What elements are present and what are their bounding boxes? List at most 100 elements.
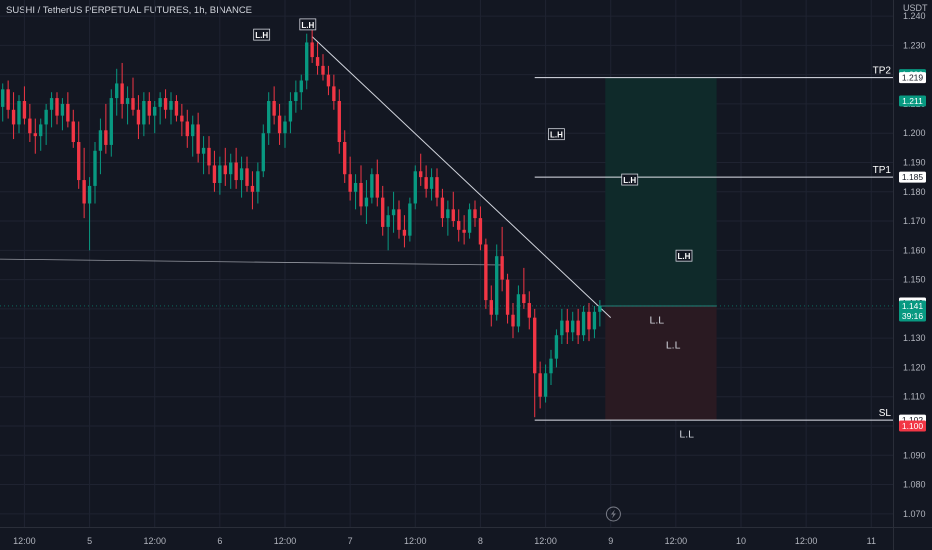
candle-body	[180, 115, 184, 122]
candle-body	[337, 101, 341, 142]
lower-high-label: L.H	[623, 176, 636, 185]
candle-body	[364, 197, 369, 207]
candle-body	[505, 279, 510, 315]
lower-high-label: L.H	[678, 252, 691, 261]
price-tick-label: 1.130	[903, 333, 926, 343]
candle-body	[131, 98, 135, 110]
level-label-tp1: TP1	[873, 165, 892, 176]
candle-body	[77, 141, 81, 181]
candle-body	[592, 311, 597, 330]
lower-high-label: L.H	[550, 131, 563, 140]
candle-body	[98, 130, 103, 151]
time-tick-label: 5	[87, 536, 92, 546]
candle-body	[451, 209, 455, 222]
lower-high-label: L.H	[301, 21, 314, 30]
candle-body	[147, 101, 151, 116]
candle-body	[49, 98, 54, 110]
lower-high-marker	[548, 128, 565, 141]
lightning-icon[interactable]	[605, 506, 621, 522]
candle-body	[484, 244, 488, 301]
candle-body	[218, 165, 222, 183]
price-tick-label: 1.110	[903, 392, 925, 402]
candle-body	[33, 133, 37, 137]
candle-body	[17, 101, 21, 125]
support-line	[0, 258, 503, 266]
time-tick-label: 12:00	[143, 536, 166, 546]
candle-body	[288, 101, 293, 122]
price-badge-label: 1.185	[902, 172, 924, 182]
candle-body	[332, 86, 336, 102]
candle-body	[543, 373, 548, 397]
price-axis-unit: USDT	[903, 3, 928, 13]
lower-low-label: L.L	[666, 339, 681, 351]
candle-body	[277, 115, 282, 134]
candle-body	[153, 106, 157, 116]
time-tick-label: 9	[608, 536, 613, 546]
candle-body	[511, 314, 515, 327]
candle-body	[87, 185, 92, 204]
candle-body	[28, 118, 32, 134]
candle-body	[462, 229, 466, 233]
candle-body	[533, 317, 537, 374]
price-badge-countdown: 39:16	[902, 311, 924, 321]
price-badge-bg	[899, 72, 926, 84]
chart-title: SUSHI / TetherUS PERPETUAL FUTURES, 1h, …	[6, 5, 253, 16]
lightning-icon-circle	[605, 506, 621, 522]
candle-body	[11, 109, 16, 125]
candle-body	[44, 109, 48, 125]
price-badge-bg	[899, 171, 926, 183]
annotations: L.HL.HL.HL.HL.HL.LL.LL.L	[253, 18, 694, 441]
candle-body	[381, 197, 385, 227]
drawing-lines: TP2 TP1 SL	[0, 36, 893, 421]
lower-high-marker	[299, 18, 317, 31]
candle-body	[343, 141, 347, 175]
candle-body	[326, 74, 331, 87]
price-tick-label: 1.190	[903, 157, 926, 167]
candle-body	[1, 89, 5, 107]
candle-body	[174, 101, 179, 116]
candle-body	[22, 101, 27, 119]
price-badge-bg	[899, 300, 926, 322]
candle-body	[375, 174, 379, 198]
candle-body	[191, 124, 195, 137]
candle-body	[467, 209, 472, 233]
lower-high-label: L.H	[255, 31, 268, 40]
candle-body	[201, 147, 206, 154]
time-tick-label: 7	[348, 536, 353, 546]
price-badge: 1.211	[899, 95, 926, 107]
price-badge-label: 1.102	[902, 415, 924, 425]
candle-body	[598, 305, 602, 312]
candle-body	[538, 373, 542, 397]
candle-body	[321, 65, 325, 75]
candle-body	[93, 150, 97, 186]
candle-body	[185, 121, 189, 137]
price-badge-label: 1.100	[902, 421, 924, 431]
time-tick-label: 12:00	[795, 536, 818, 546]
lower-high-marker	[621, 173, 639, 186]
candle-body	[424, 177, 428, 189]
candle-body	[473, 209, 477, 219]
candle-body	[353, 182, 358, 192]
candle-body	[294, 92, 298, 102]
level-label-tp2: TP2	[873, 66, 892, 77]
candle-body	[71, 121, 75, 142]
price-badge-label: 1.211	[902, 96, 923, 106]
candle-body	[478, 218, 483, 245]
position-zones	[605, 77, 717, 421]
candle-body	[386, 215, 390, 227]
candle-body	[39, 124, 43, 137]
time-tick-label: 6	[217, 536, 222, 546]
candle-body	[169, 101, 173, 110]
candle-body	[196, 124, 200, 154]
candle-body	[419, 171, 423, 178]
candle-body	[120, 83, 124, 104]
candle-body	[55, 98, 59, 116]
price-badge-bg	[899, 420, 926, 432]
candle-body	[516, 294, 521, 327]
candle-body	[495, 256, 499, 315]
candle-body	[370, 174, 374, 198]
price-tick-label: 1.200	[903, 128, 926, 138]
lower-high-marker	[675, 249, 693, 262]
